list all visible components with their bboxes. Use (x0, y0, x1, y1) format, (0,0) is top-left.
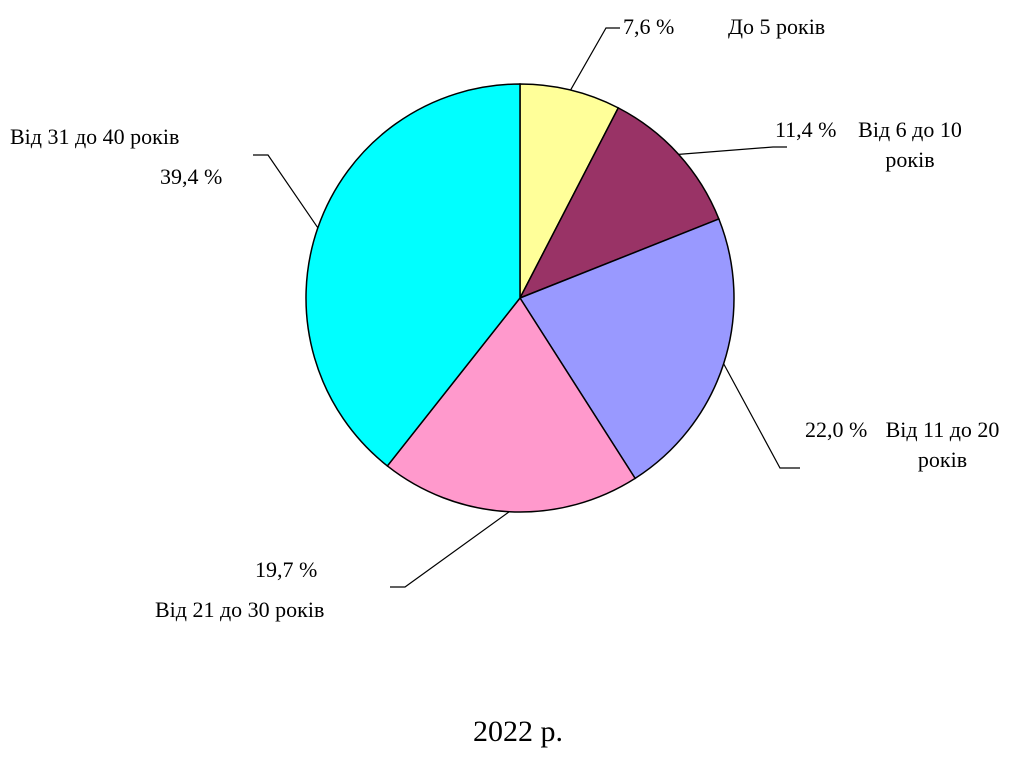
category-label: Від 31 до 40 років (10, 124, 180, 149)
pie-slice (386, 296, 637, 513)
leader-line (390, 511, 510, 588)
category-label: До 5 років (728, 14, 826, 39)
chart-title: 2022 р. (473, 715, 563, 748)
value-label: 11,4 % (775, 117, 837, 142)
value-label: 22,0 % (805, 417, 868, 442)
pie-slice (519, 83, 620, 299)
value-label: 39,4 % (160, 164, 223, 189)
leader-line (570, 27, 620, 91)
category-label: Від 11 до 20 років (885, 417, 1000, 472)
category-label: Від 21 до 30 років (155, 597, 325, 622)
pie-slice (518, 106, 720, 300)
value-label: 19,7 % (255, 557, 318, 582)
leader-line (253, 154, 319, 229)
category-label: Від 6 до 10 років (858, 117, 962, 172)
pie-slice (518, 218, 735, 480)
leader-line (723, 363, 800, 469)
value-label: 7,6 % (623, 14, 675, 39)
leader-line (678, 146, 787, 155)
